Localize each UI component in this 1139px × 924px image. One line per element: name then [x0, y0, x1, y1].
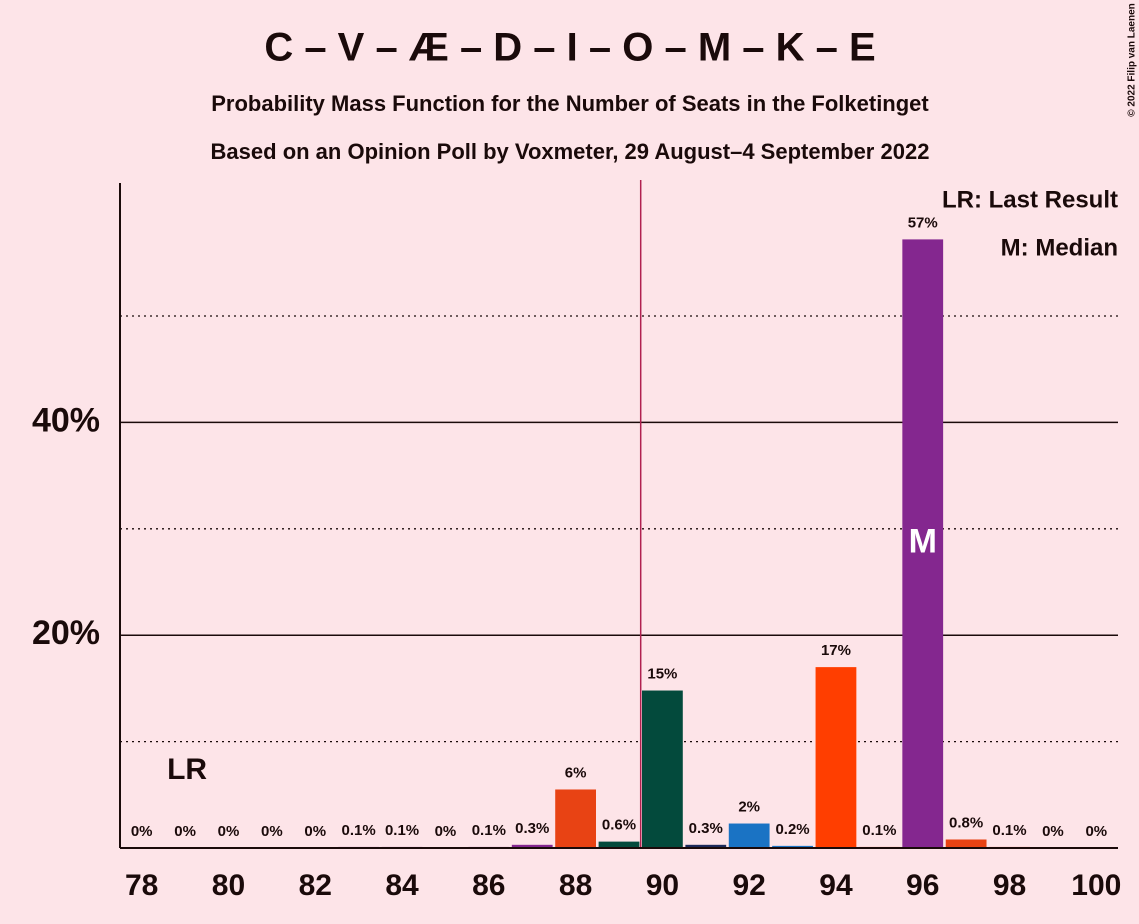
value-label: 0%: [218, 823, 240, 840]
value-label: 0.3%: [515, 820, 549, 837]
bar: [815, 667, 857, 848]
value-label: 0.1%: [342, 822, 376, 839]
value-label: 0%: [1085, 823, 1107, 840]
bar: [772, 845, 813, 848]
value-label: 0.1%: [992, 822, 1026, 839]
value-label: 0.3%: [689, 820, 723, 837]
value-label: 6%: [565, 764, 587, 781]
value-label: 0%: [131, 823, 153, 840]
value-label: 0.1%: [862, 822, 896, 839]
x-tick-label: 90: [646, 869, 679, 902]
value-label: 0%: [261, 823, 283, 840]
bar: [728, 823, 770, 848]
x-tick-label: 86: [472, 869, 505, 902]
bar: [902, 239, 944, 849]
value-label: 0%: [304, 823, 326, 840]
last-result-label: LR: [167, 753, 207, 786]
bar: [685, 844, 727, 848]
x-tick-label: 88: [559, 869, 592, 902]
x-tick-label: 82: [299, 869, 332, 902]
x-tick-label: 84: [385, 869, 419, 902]
copyright: © 2022 Filip van Laenen: [1127, 3, 1138, 117]
bar: [555, 789, 597, 848]
bar: [598, 841, 640, 848]
legend-entry: LR: Last Result: [942, 186, 1118, 213]
value-label: 15%: [647, 665, 677, 682]
value-label: 17%: [821, 642, 851, 659]
bar: [641, 690, 683, 848]
value-label: 0%: [174, 823, 196, 840]
x-tick-label: 100: [1071, 869, 1121, 902]
value-label: 0.1%: [472, 822, 506, 839]
x-tick-label: 94: [819, 869, 853, 902]
y-tick-label: 40%: [32, 401, 100, 439]
subtitle: Based on an Opinion Poll by Voxmeter, 29…: [211, 139, 930, 164]
value-label: 0.8%: [949, 814, 983, 831]
x-tick-label: 78: [125, 869, 158, 902]
x-tick-label: 80: [212, 869, 245, 902]
value-label: 2%: [738, 798, 760, 815]
value-label: 0.1%: [385, 822, 419, 839]
subtitle: Probability Mass Function for the Number…: [211, 91, 929, 116]
y-tick-label: 20%: [32, 614, 100, 652]
bar: [511, 844, 553, 848]
value-label: 0%: [435, 823, 457, 840]
value-label: 0.2%: [775, 821, 809, 838]
median-label: M: [909, 523, 937, 561]
chart-title: C – V – Æ – D – I – O – M – K – E: [264, 26, 875, 70]
legend-entry: M: Median: [1001, 234, 1118, 261]
value-label: 57%: [908, 214, 938, 231]
x-tick-label: 98: [993, 869, 1026, 902]
x-tick-label: 96: [906, 869, 939, 902]
x-tick-label: 92: [732, 869, 765, 902]
value-label: 0.6%: [602, 817, 636, 834]
value-label: 0%: [1042, 823, 1064, 840]
bar: [945, 839, 987, 848]
